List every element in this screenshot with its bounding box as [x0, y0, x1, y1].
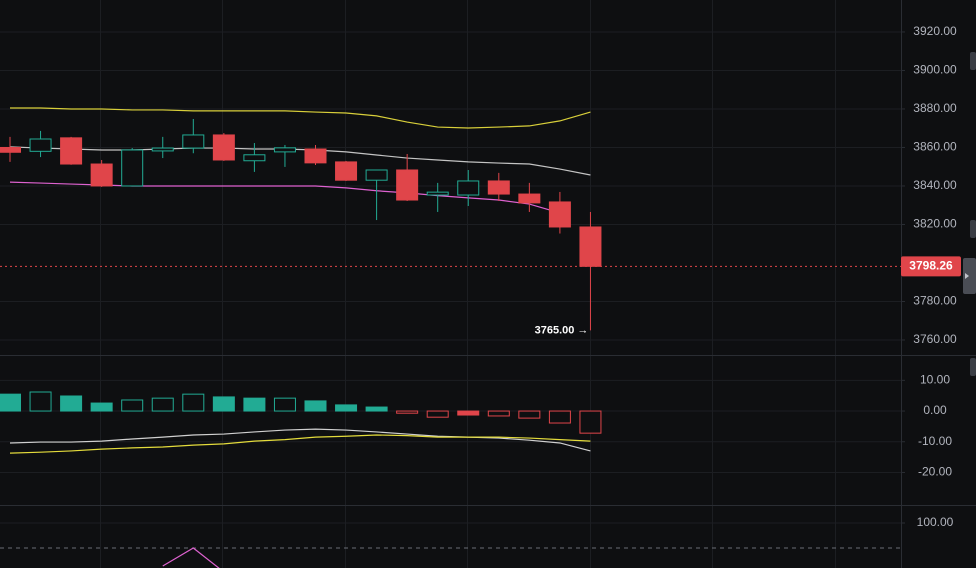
y-tick-label: 3860.00: [913, 140, 957, 154]
y-tick-label: 3900.00: [913, 63, 957, 77]
candle-body: [60, 137, 83, 165]
candle-body: [151, 147, 174, 152]
y-tick-label: 3920.00: [913, 24, 957, 38]
candle-body: [548, 201, 571, 228]
candle-body: [487, 180, 510, 195]
indicator-line: [9, 146, 591, 176]
y-tick-label: 0.00: [923, 403, 947, 417]
histogram-bar: [60, 395, 83, 412]
histogram-bar: [518, 410, 541, 419]
histogram-bar: [151, 397, 174, 412]
panel: 10.00 0.00 -10.00 -20.00: [0, 373, 952, 479]
histogram-bar: [0, 393, 21, 412]
indicator-line: [9, 428, 591, 452]
y-tick-label: 10.00: [920, 373, 950, 387]
candle-body: [457, 180, 480, 196]
scroll-handle[interactable]: [970, 358, 976, 376]
candle-body: [579, 226, 602, 267]
low-label: 3765.00 →: [535, 324, 589, 336]
candle-body: [121, 149, 144, 187]
candle-body: [396, 169, 419, 201]
last-price-box: [901, 256, 961, 277]
histogram-bar: [29, 391, 52, 412]
y-tick-label: -20.00: [918, 465, 952, 479]
histogram-bar: [121, 399, 144, 412]
candle-body: [426, 191, 449, 196]
candle-body: [182, 134, 205, 149]
histogram-bar: [426, 410, 449, 418]
scroll-handle[interactable]: [970, 52, 976, 70]
y-tick-label: 3760.00: [913, 332, 957, 346]
candle-body: [0, 146, 21, 153]
histogram-bar: [579, 410, 602, 434]
candle-body: [243, 154, 266, 162]
candle-body: [304, 148, 327, 164]
histogram-bar: [182, 393, 205, 412]
histogram-bar: [243, 397, 266, 412]
candle-body: [90, 163, 113, 187]
candle-body: [335, 161, 358, 181]
histogram-bar: [273, 397, 296, 412]
y-tick-label: -10.00: [918, 434, 952, 448]
panel: 100.00: [0, 515, 954, 568]
histogram-bar: [212, 396, 235, 412]
scale-handle[interactable]: [963, 258, 976, 294]
candle-body: [518, 193, 541, 204]
y-tick-label: 3780.00: [913, 294, 957, 308]
histogram-bar: [365, 406, 388, 412]
last-price-label: 3798.26: [909, 258, 953, 272]
y-tick-label: 100.00: [917, 515, 954, 529]
indicator-line: [10, 107, 591, 129]
histogram-bar: [335, 404, 358, 412]
histogram-bar: [304, 400, 327, 412]
y-tick-label: 3880.00: [913, 101, 957, 115]
panel: 3920.00 3900.00 3880.00 3860.00 3840.00 3820.…: [0, 24, 961, 346]
y-tick-label: 3820.00: [913, 217, 957, 231]
handle-arrow: [965, 273, 969, 279]
histogram-bar: [396, 410, 419, 414]
scroll-handle[interactable]: [970, 220, 976, 238]
candle-body: [365, 169, 388, 181]
histogram-bar: [90, 402, 113, 412]
histogram-bar: [487, 410, 510, 417]
histogram-bar: [457, 410, 480, 416]
histogram-bar: [548, 410, 571, 424]
indicator-line: [162, 547, 220, 568]
candle-body: [212, 134, 235, 161]
candle-body: [273, 147, 296, 153]
y-tick-label: 3840.00: [913, 178, 957, 192]
candle-body: [29, 138, 52, 152]
indicator-line: [9, 434, 591, 454]
